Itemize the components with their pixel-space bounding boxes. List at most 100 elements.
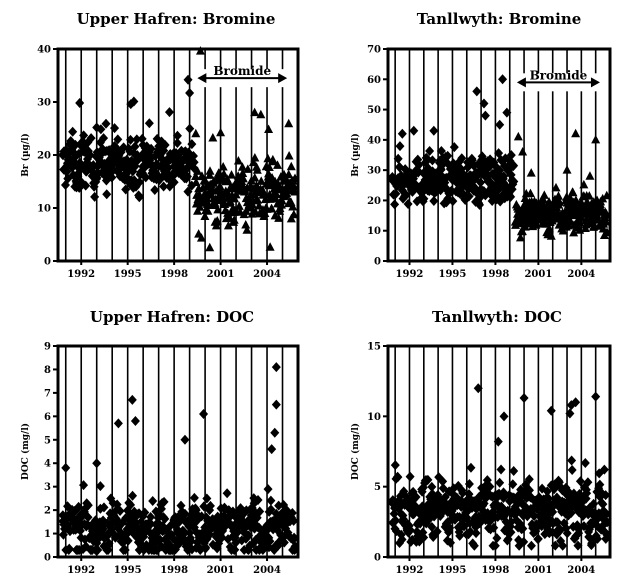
data-point [265,536,275,547]
data-point [254,200,264,210]
data-point [241,219,251,229]
data-point [599,464,609,475]
data-point [286,161,296,171]
data-point [413,167,423,178]
data-point [191,128,201,138]
data-point [579,179,589,189]
y-tick-label: 0 [44,553,51,564]
data-point [200,176,210,185]
data-point [279,537,289,548]
x-tick-label: 1998 [160,269,188,280]
data-point [582,488,592,499]
y-tick-label: 70 [367,45,381,56]
data-point [566,507,576,518]
x-tick-label: 1992 [67,565,95,576]
data-point [61,462,71,473]
data-point [180,434,190,445]
data-point [472,86,482,97]
data-point [231,189,241,199]
data-point [205,529,215,540]
data-point [602,517,612,528]
data-point [515,232,525,242]
y-tick-label: 10 [37,204,51,215]
data-point [464,479,474,490]
data-point [182,171,192,182]
data-point [496,464,506,475]
data-point [126,499,136,510]
annotation-label: Bromide [530,68,588,82]
data-point [531,220,541,229]
y-tick-label: 3 [44,482,51,493]
data-point [219,169,229,178]
y-tick-label: 0 [374,257,381,268]
data-point [75,98,85,109]
data-point [129,96,139,107]
data-point [389,508,399,519]
data-point [110,123,120,134]
y-tick-label: 5 [44,435,51,446]
data-point [252,165,262,174]
y-axis-label: DOC (mg/l) [350,423,361,480]
y-tick-label: 7 [44,388,51,399]
data-point [227,170,237,179]
data-point [253,494,263,505]
data-point [180,527,190,538]
data-point [256,176,266,185]
data-point [290,186,300,196]
data-point [213,204,223,214]
data-point [419,193,429,204]
y-axis-label: DOC (mg/l) [20,423,31,480]
data-point [191,171,201,180]
y-tick-label: 4 [44,459,51,470]
data-point [602,190,612,200]
data-point [242,225,252,234]
data-point [495,119,505,130]
data-point [585,171,595,180]
data-point [202,493,212,504]
data-point [495,477,505,488]
data-point [506,527,516,538]
data-point [88,160,98,171]
data-point [134,177,144,188]
data-point [148,495,158,506]
data-point [273,160,283,169]
y-tick-label: 9 [44,342,51,353]
data-point [517,226,527,236]
data-point [68,126,78,137]
data-point [92,458,102,469]
data-point [264,162,274,171]
x-tick-label: 2004 [567,269,595,280]
data-point [270,427,280,438]
chart-title: Tanllwyth: Bromine [417,10,582,28]
chart-panel-2: Tanllwyth: Bromine 0 10 20 30 40 50 60 70 1992 199… [350,10,612,280]
data-point [221,186,231,195]
data-point [196,233,206,242]
data-point [183,186,193,197]
x-tick-label: 1992 [396,565,424,576]
data-point [539,190,549,199]
data-point [591,134,601,144]
data-point [391,188,401,199]
data-point [134,192,144,203]
x-tick-label: 2004 [253,565,281,576]
y-tick-label: 50 [367,105,381,116]
data-point [216,127,226,137]
x-tick-label: 1992 [396,269,424,280]
data-point [287,508,297,519]
data-point [425,146,435,157]
data-point [602,227,612,236]
data-point [130,141,140,152]
data-point [104,538,114,549]
data-point [524,485,534,496]
data-point [502,107,512,118]
data-point [218,161,228,171]
data-point [571,397,581,408]
data-point [565,193,575,202]
data-point [238,173,248,183]
x-tick-label: 1998 [481,269,509,280]
data-point [233,155,243,165]
data-point [509,160,519,171]
data-point [602,529,612,540]
data-point [503,505,513,516]
data-point [145,519,155,530]
